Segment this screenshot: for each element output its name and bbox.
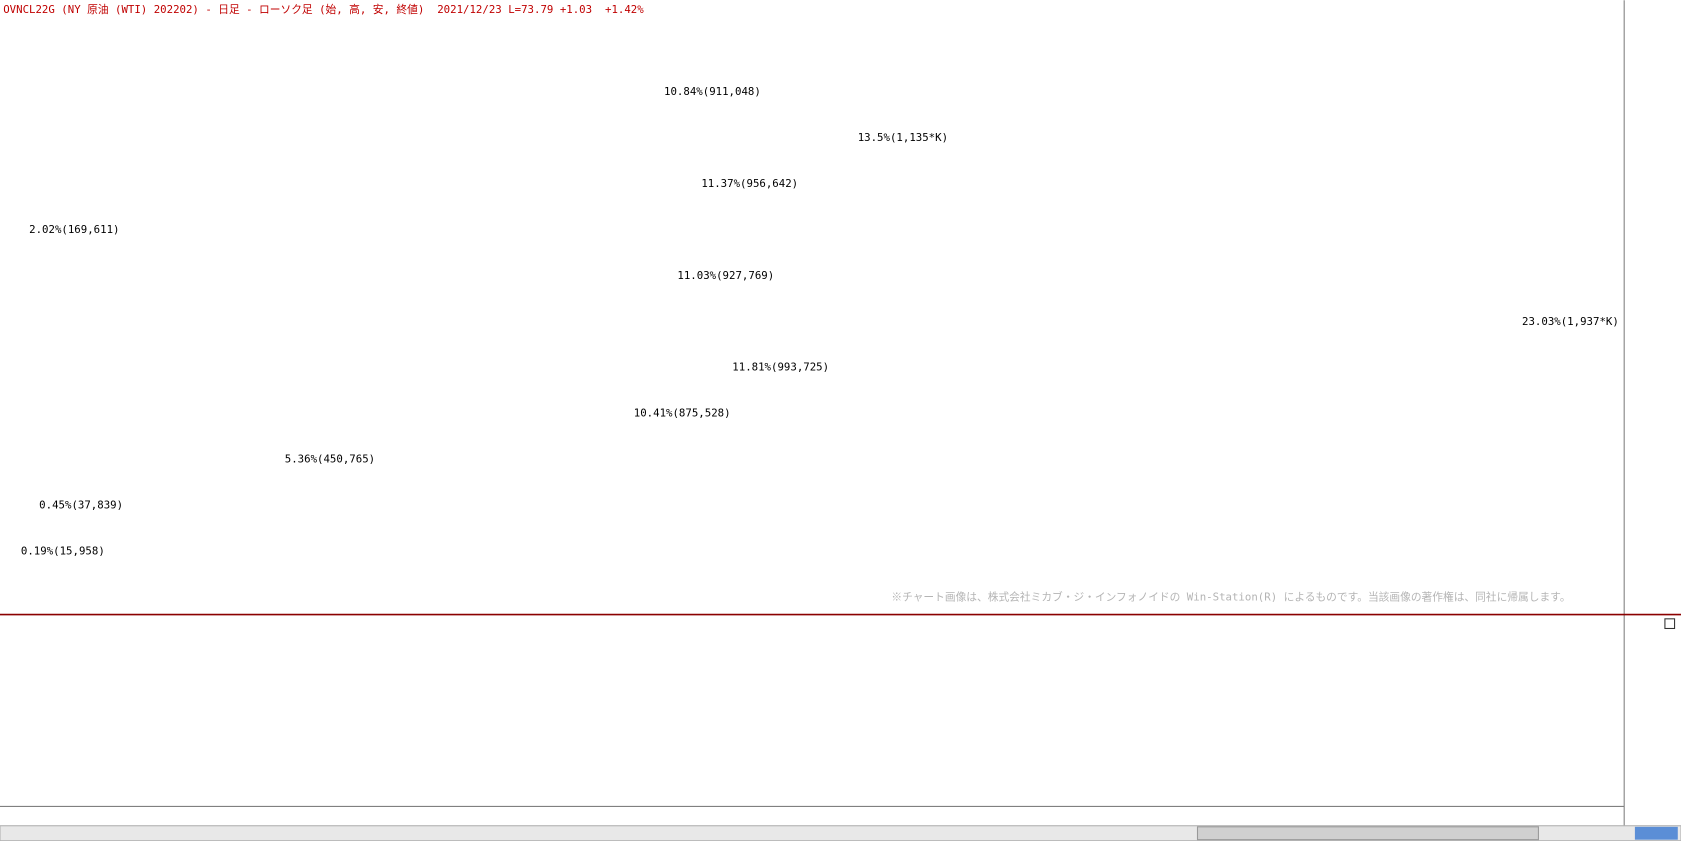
volume-label: 0.19%(15,958) [21,544,105,557]
close-panel[interactable] [1664,618,1676,630]
volume-label: 10.84%(911,048) [664,85,761,98]
volume-label: 11.37%(956,642) [701,177,798,190]
chart-title: OVNCL22G (NY 原油 (WTI) 202202) - 日足 - ローソ… [3,3,644,16]
volume-label: 10.41%(875,528) [634,407,731,420]
volume-profile-layer: 0.19%(15,958) 0.45%(37,839) 5.36%(450,765)… [21,85,1619,557]
volume-label: 2.02%(169,611) [29,223,119,236]
volume-label: 13.5%(1,135*K) [858,131,948,144]
text-layer: OVNCL22G (NY 原油 (WTI) 202202) - 日足 - ローソ… [3,3,1570,603]
watermark: ※チャート画像は、株式会社ミカブ・ジ・インフォノイドの Win-Station(… [891,590,1570,603]
volume-label: 23.03%(1,937*K) [1522,315,1619,328]
zoom-buttons[interactable] [1634,826,1678,840]
volume-label: 11.03%(927,769) [677,269,774,282]
volume-label: 0.45%(37,839) [39,499,123,512]
volume-label: 5.36%(450,765) [285,453,375,466]
scroll-thumb[interactable] [1196,826,1539,841]
volume-label: 11.81%(993,725) [732,361,829,374]
